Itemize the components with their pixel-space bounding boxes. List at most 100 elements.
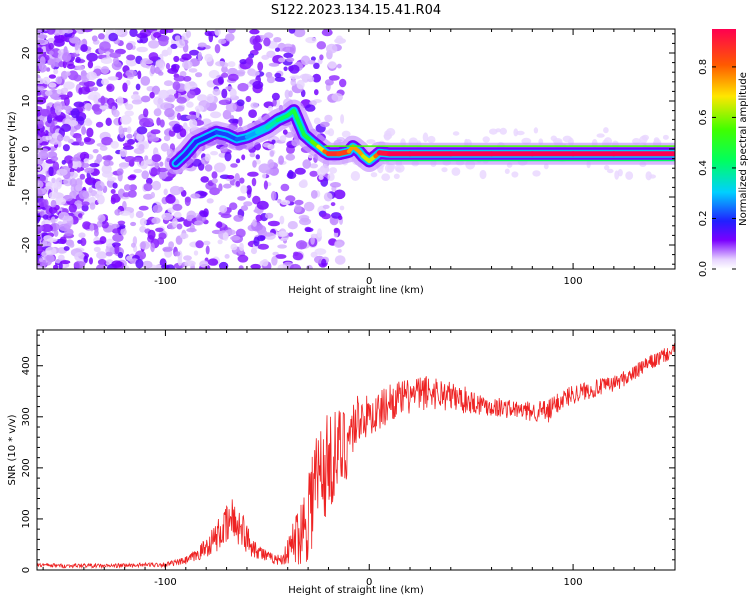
noise-blob [48, 191, 58, 200]
noise-blob [183, 255, 192, 261]
noise-blob [337, 248, 342, 253]
noise-blob [78, 190, 90, 200]
y-tick-label: 10 [21, 95, 32, 108]
noise-blob [210, 151, 219, 156]
noise-blob [169, 185, 182, 196]
noise-blob [83, 80, 96, 87]
noise-blob [489, 128, 498, 135]
noise-blob [645, 171, 652, 181]
noise-blob [37, 47, 44, 55]
noise-blob [107, 176, 117, 182]
noise-blob [81, 201, 90, 207]
noise-blob [224, 151, 232, 162]
noise-blob [117, 251, 124, 259]
noise-blob [197, 42, 207, 48]
noise-blob [212, 88, 221, 96]
noise-blob [43, 235, 53, 242]
colorbar-tick-label: 0.2 [698, 211, 709, 227]
noise-blob [99, 236, 107, 244]
noise-blob [320, 121, 330, 128]
noise-blob [167, 68, 179, 74]
noise-blob [285, 153, 296, 161]
noise-blob [112, 182, 118, 189]
noise-blob [38, 257, 44, 263]
noise-blob [108, 32, 118, 42]
noise-blob [122, 82, 128, 93]
noise-blob [326, 43, 338, 54]
noise-blob [114, 244, 120, 255]
noise-blob [62, 60, 67, 69]
noise-blob [133, 147, 145, 155]
noise-blob [172, 217, 178, 228]
noise-blob [395, 167, 402, 172]
noise-blob [112, 109, 120, 118]
noise-blob [310, 233, 318, 239]
noise-blob [84, 177, 93, 185]
noise-blob [277, 244, 287, 249]
noise-blob [100, 95, 106, 106]
noise-blob [274, 76, 286, 82]
noise-blob [137, 70, 142, 80]
noise-blob [150, 64, 156, 75]
noise-blob [86, 71, 97, 81]
noise-blob [124, 156, 136, 163]
noise-blob [288, 29, 296, 34]
noise-blob [245, 185, 252, 195]
noise-blob [366, 139, 376, 145]
noise-blob [81, 126, 87, 135]
noise-blob [53, 264, 59, 269]
noise-blob [189, 49, 200, 56]
noise-blob [214, 162, 226, 173]
noise-blob [68, 242, 75, 248]
noise-blob [263, 37, 271, 47]
noise-blob [186, 227, 197, 233]
noise-blob [224, 254, 230, 259]
noise-blob [193, 250, 199, 256]
noise-blob [295, 240, 308, 250]
noise-blob [73, 101, 85, 108]
noise-blob [82, 221, 92, 230]
noise-blob [80, 237, 87, 247]
noise-blob [218, 183, 223, 192]
noise-blob [289, 64, 300, 74]
noise-blob [596, 133, 605, 138]
noise-blob [207, 258, 219, 266]
noise-blob [110, 141, 119, 149]
noise-blob [37, 224, 44, 232]
x-tick-label: 0 [366, 577, 372, 588]
noise-blob [48, 166, 54, 176]
noise-blob [172, 203, 183, 211]
noise-blob [179, 71, 187, 77]
noise-blob [227, 67, 239, 76]
noise-blob [341, 130, 351, 138]
noise-blob [293, 251, 299, 256]
noise-blob [303, 201, 315, 212]
noise-blob [195, 108, 200, 118]
noise-blob [41, 259, 47, 268]
noise-blob [45, 120, 55, 128]
noise-blob [511, 171, 519, 178]
noise-blob [86, 127, 94, 138]
noise-blob [289, 75, 302, 80]
noise-blob [327, 173, 335, 181]
noise-blob [267, 105, 273, 112]
noise-blob [441, 167, 448, 173]
noise-blob [264, 32, 274, 39]
noise-blob [319, 54, 324, 61]
noise-blob [277, 264, 288, 269]
noise-blob [173, 55, 180, 63]
noise-blob [157, 71, 164, 76]
noise-blob [321, 258, 327, 267]
noise-blob [37, 244, 44, 254]
noise-blob [204, 164, 213, 172]
noise-blob [163, 135, 171, 142]
noise-blob [139, 241, 151, 250]
noise-blob [170, 43, 178, 50]
noise-blob [233, 214, 244, 222]
noise-blob [268, 62, 280, 67]
noise-blob [58, 212, 70, 221]
noise-blob [327, 61, 337, 69]
noise-blob [254, 35, 261, 44]
